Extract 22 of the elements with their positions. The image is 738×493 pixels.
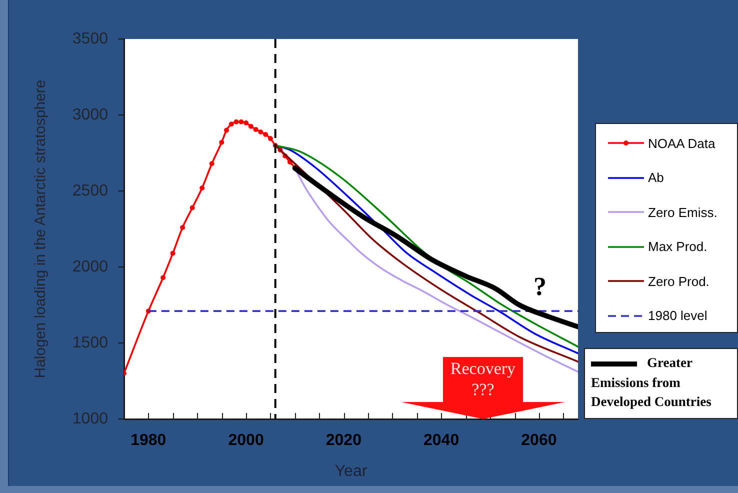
- y-tick-label: 3000: [72, 106, 108, 124]
- legend-label: Zero Prod.: [648, 274, 710, 289]
- x-axis-title: Year: [334, 462, 368, 480]
- x-tick-label: 2040: [424, 432, 460, 450]
- x-tick-label: 1980: [130, 432, 166, 450]
- x-tick-label: 2060: [521, 432, 557, 450]
- x-tick-label: 2020: [326, 432, 362, 450]
- y-tick-label: 1500: [72, 334, 108, 352]
- y-axis-title: Halogen loading in the Antarctic stratosphere: [32, 80, 50, 378]
- x-tick-label: 2000: [228, 432, 264, 450]
- legend-label: Ab: [648, 170, 664, 186]
- annotation: ?: [534, 272, 546, 301]
- legend-label: Zero Emiss.: [648, 204, 718, 220]
- y-tick-label: 3500: [72, 30, 108, 48]
- legend-label: Greater Emissions from Developed Countries: [584, 348, 738, 419]
- annotation: Recovery ???: [449, 358, 517, 400]
- y-tick-label: 2500: [72, 182, 108, 200]
- legend-label: 1980 level: [648, 308, 708, 324]
- y-tick-label: 1000: [72, 410, 108, 428]
- y-tick-label: 2000: [72, 258, 108, 276]
- legend-label: Max Prod.: [648, 239, 708, 254]
- legend-label: NOAA Data: [648, 136, 716, 151]
